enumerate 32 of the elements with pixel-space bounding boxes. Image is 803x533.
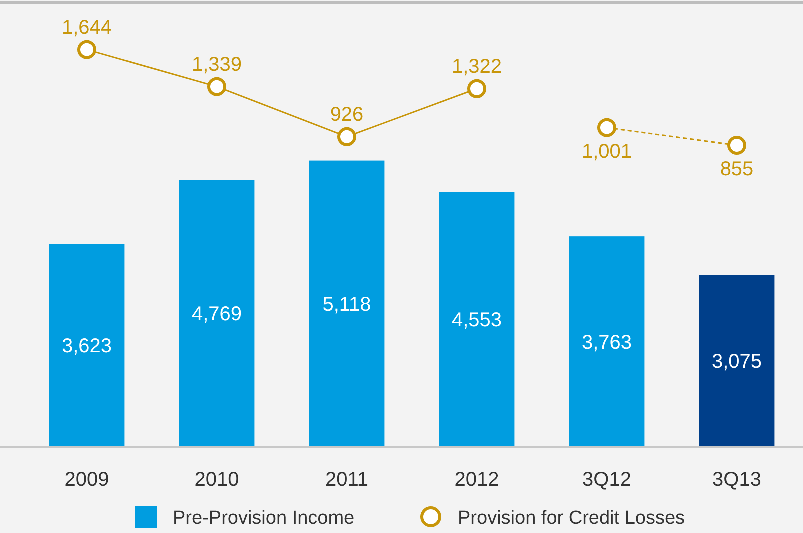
data-label: 1,322 [452, 56, 502, 78]
data-label: 3,623 [62, 336, 112, 358]
bar [699, 275, 775, 447]
point [598, 118, 616, 138]
legend-label: Provision for Credit Losses [458, 508, 686, 529]
data-label: 1,644 [62, 16, 112, 39]
data-label: 3,763 [582, 332, 632, 354]
x-tick-label: 2011 [325, 469, 369, 491]
data-label: 3,075 [712, 351, 762, 374]
x-tick-label: 3Q13 [712, 469, 762, 491]
bar [309, 160, 385, 447]
data-label: 4,769 [192, 304, 242, 326]
data-label: 4,553 [452, 310, 502, 332]
data-label: 1,339 [192, 54, 242, 76]
point [468, 79, 486, 98]
data-label: 5,118 [322, 294, 372, 316]
bar [49, 244, 125, 447]
x-tick-label: 2009 [64, 469, 110, 491]
x-tick-label: 2010 [194, 469, 240, 491]
data-label: 1,001 [582, 140, 632, 163]
bar [439, 192, 515, 447]
data-label: 926 [330, 104, 364, 126]
x-tick-label: 3Q12 [582, 469, 632, 491]
point [338, 127, 356, 146]
bar [179, 180, 255, 447]
point [728, 136, 746, 156]
point [78, 40, 96, 60]
point [208, 77, 226, 96]
bar [569, 236, 645, 447]
data-label: 855 [720, 158, 754, 181]
legend-label: Pre-Provision Income [173, 508, 355, 529]
x-tick-label: 2012 [454, 469, 500, 491]
